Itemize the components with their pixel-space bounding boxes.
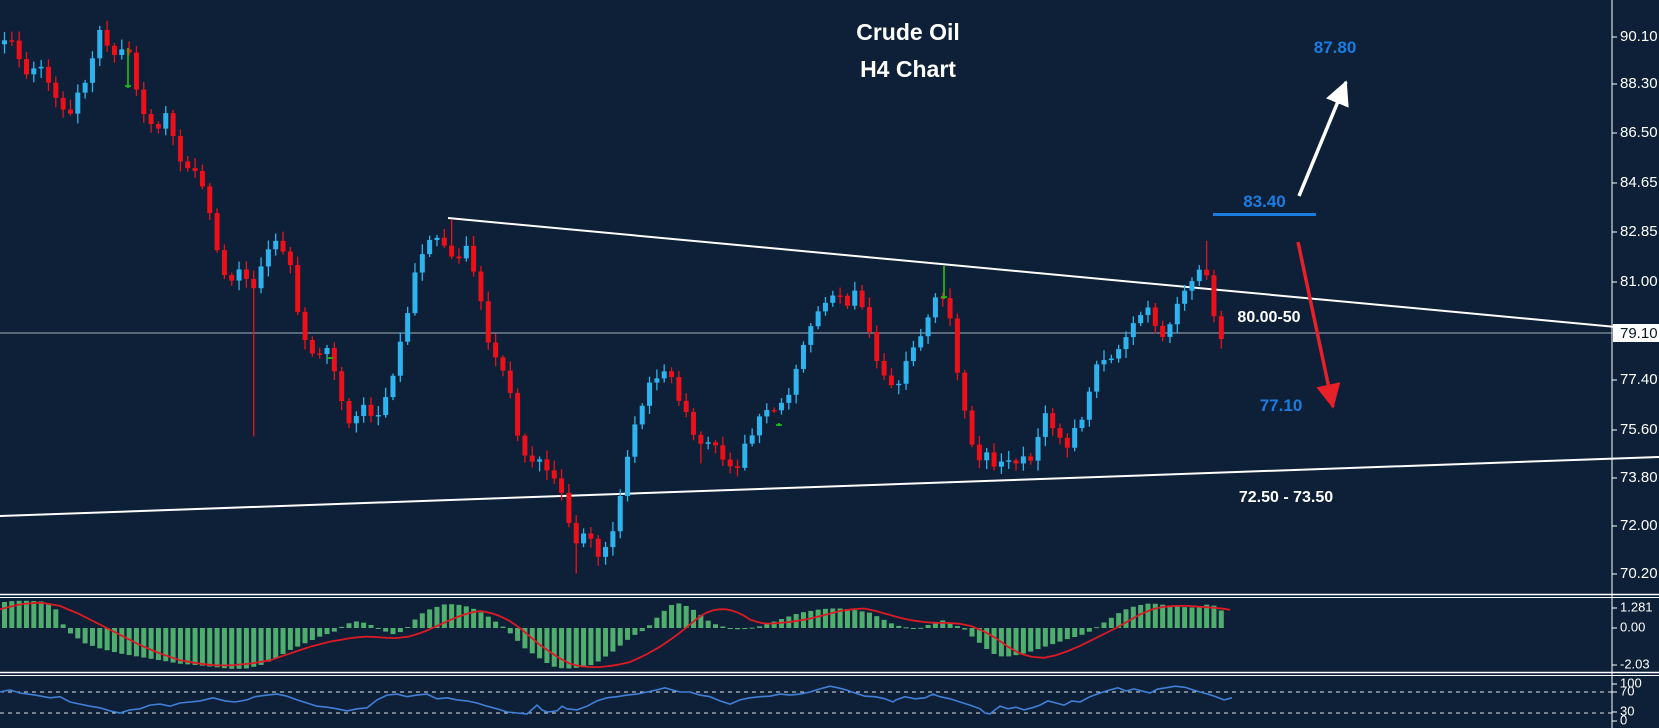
chart-lines (0, 217, 1659, 676)
y-axis-label: 75.60 (1620, 421, 1658, 438)
annotation-resistance-zone: 80.00-50 (1237, 309, 1301, 326)
candlesticks (2, 20, 1224, 574)
macd-panel[interactable] (0, 600, 1231, 669)
breakout-level-line[interactable] (1213, 213, 1316, 216)
macd-axis-label: -2.03 (1620, 656, 1650, 671)
chart-title: Crude Oil H4 Chart (856, 14, 960, 88)
y-axis-label: 77.40 (1620, 371, 1658, 388)
rsi-axis-label: 30 (1620, 703, 1634, 718)
price-axis[interactable]: 90.10 88.30 86.50 84.65 82.85 81.00 77.40 75.60… (1611, 0, 1659, 728)
chart-title-timeframe: H4 Chart (860, 56, 956, 82)
annotation-upside-target: 87.80 (1313, 38, 1357, 57)
annotation-downside-target: 77.10 (1259, 396, 1303, 415)
rsi-axis-label: 70 (1620, 683, 1634, 698)
annotation-breakout-level: 83.40 (1213, 192, 1316, 216)
annotation-breakout-label: 83.40 (1243, 192, 1286, 211)
y-axis-label: 72.00 (1620, 517, 1658, 534)
macd-axis-label: 1.281 (1620, 599, 1653, 614)
trendline-descending-resistance[interactable] (447, 217, 1659, 332)
green-markers (125, 48, 947, 426)
y-axis-label: 81.00 (1620, 273, 1658, 290)
current-price-box-value: 79.10 (1620, 325, 1658, 342)
y-axis-label: 90.10 (1620, 28, 1658, 45)
y-axis-label: 86.50 (1620, 124, 1658, 141)
macd-axis-label: 0.00 (1620, 619, 1645, 634)
chart-title-symbol: Crude Oil (856, 19, 960, 45)
rsi-axis-label: 100 (1620, 675, 1642, 690)
y-axis-label: 88.30 (1620, 75, 1658, 92)
macd-signal-line (0, 601, 1231, 668)
current-price-box (1613, 324, 1659, 342)
rsi-line (0, 685, 1233, 715)
y-axis-label: 70.20 (1620, 565, 1658, 582)
trendline-ascending-support[interactable] (0, 456, 1659, 517)
annotation-support-zone: 72.50 - 73.50 (1238, 489, 1334, 506)
rsi-panel[interactable] (0, 685, 1612, 715)
bullish-scenario-arrow[interactable] (1297, 80, 1349, 197)
y-axis-label: 84.65 (1620, 174, 1658, 191)
y-axis-label: 82.85 (1620, 223, 1658, 240)
rsi-axis-label: 0 (1620, 712, 1627, 727)
bearish-scenario-arrow[interactable] (1296, 241, 1341, 409)
annotation-arrows (1296, 80, 1349, 409)
y-axis-label: 73.80 (1620, 469, 1658, 486)
